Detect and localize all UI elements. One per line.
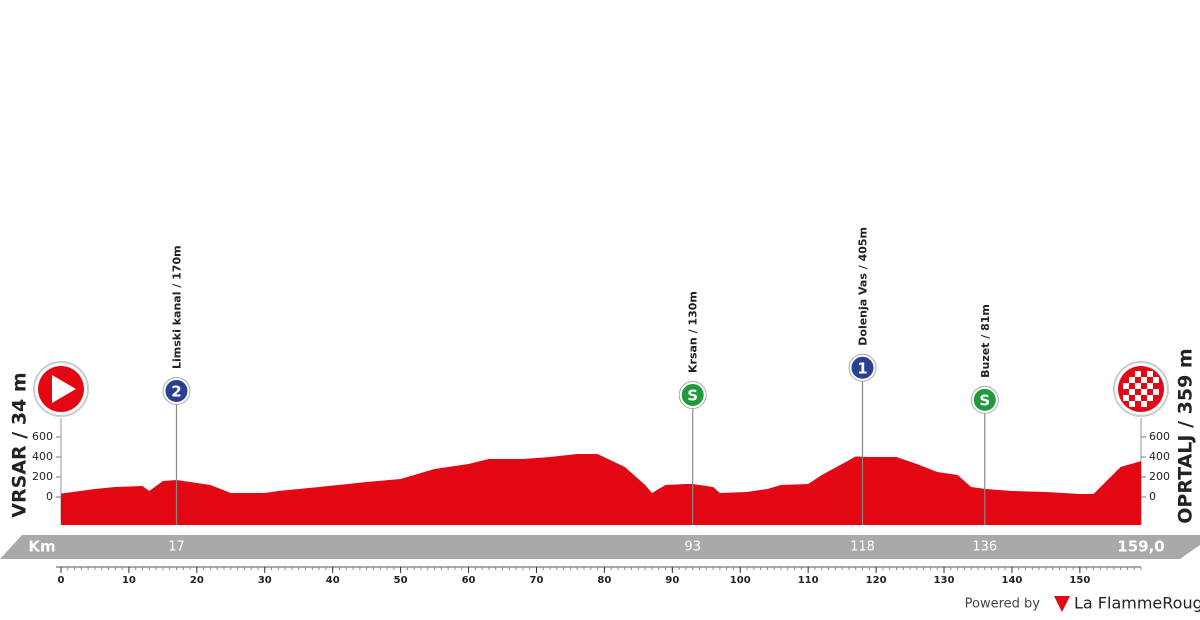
climb-icon-ring <box>162 377 191 405</box>
finish-square <box>1147 395 1153 401</box>
finish-square <box>1141 377 1147 383</box>
finish-km: 159,0 <box>1117 538 1164 556</box>
finish-square <box>1129 377 1135 383</box>
y-tick-label: 0 <box>46 490 53 503</box>
finish-square <box>1129 389 1135 395</box>
km-marker: 17 <box>168 540 185 555</box>
climb-name: Krsan / 130m <box>687 291 700 373</box>
finish-square <box>1153 377 1159 383</box>
x-tick-label: 80 <box>597 575 611 586</box>
x-tick-label: 90 <box>665 575 679 586</box>
climb-name: Limski kanal / 170m <box>170 245 183 369</box>
finish-checker <box>1118 366 1164 412</box>
finish-icon <box>1113 361 1169 417</box>
x-tick-label: 40 <box>326 575 340 586</box>
climb-icon <box>679 382 706 408</box>
y-tick-label: 600 <box>1149 430 1170 443</box>
elevation-area <box>61 454 1141 525</box>
x-tick-label: 30 <box>258 575 272 586</box>
x-tick-label: 110 <box>798 575 819 586</box>
brand: La FlammeRouge <box>1074 594 1200 613</box>
km-marker: 136 <box>972 540 997 555</box>
x-tick-label: 70 <box>530 575 544 586</box>
start-label: VRSAR / 34 m <box>9 372 31 517</box>
km-marker: 93 <box>684 540 701 555</box>
credit: Powered by <box>965 597 1041 612</box>
y-tick-label: 600 <box>32 430 53 443</box>
start-arrow <box>52 375 76 403</box>
climb-icon-label: S <box>979 391 990 409</box>
y-tick-label: 400 <box>32 450 53 463</box>
finish-square <box>1135 371 1141 377</box>
x-tick-label: 0 <box>58 575 65 586</box>
climb-icon-label: S <box>687 387 698 405</box>
climb-name: Dolenja Vas / 405m <box>857 227 870 346</box>
y-tick-label: 200 <box>1149 470 1170 483</box>
finish-square <box>1123 383 1129 389</box>
finish-square <box>1141 389 1147 395</box>
climb-icon-ring <box>970 385 999 414</box>
y-tick-label: 400 <box>1149 450 1170 463</box>
finish-square <box>1147 383 1153 389</box>
km-band <box>0 535 1200 559</box>
climb-icon-label: 2 <box>171 383 181 401</box>
finish-square <box>1147 371 1153 377</box>
x-tick-label: 20 <box>190 575 204 586</box>
finish-square <box>1141 401 1147 407</box>
x-tick-label: 120 <box>866 575 887 586</box>
finish-square <box>1135 395 1141 401</box>
x-tick-label: 130 <box>934 575 955 586</box>
finish-square <box>1123 395 1129 401</box>
climb-name: Buzet / 81m <box>979 304 992 378</box>
x-tick-label: 140 <box>1002 575 1023 586</box>
x-tick-label: 150 <box>1069 575 1090 586</box>
x-tick-label: 60 <box>462 575 476 586</box>
km-marker: 118 <box>850 540 875 555</box>
y-tick-label: 200 <box>32 470 53 483</box>
y-tick-label: 0 <box>1149 490 1156 503</box>
brand-logo <box>1054 596 1070 612</box>
finish-label: OPRTALJ / 359 m <box>1175 348 1197 523</box>
finish-square <box>1153 389 1159 395</box>
climb-icon-ring <box>848 353 877 382</box>
x-tick-label: 50 <box>394 575 408 586</box>
climb-icon <box>971 386 998 413</box>
x-tick-label: 100 <box>730 575 751 586</box>
climb-icon <box>163 378 190 404</box>
x-tick-label: 10 <box>122 575 136 586</box>
finish-square <box>1135 383 1141 389</box>
climb-icon <box>849 354 876 381</box>
climb-icon-ring <box>678 381 707 409</box>
x-axis-label: Km <box>28 538 55 556</box>
finish-square <box>1129 401 1135 407</box>
climb-icon-label: 1 <box>857 359 867 377</box>
